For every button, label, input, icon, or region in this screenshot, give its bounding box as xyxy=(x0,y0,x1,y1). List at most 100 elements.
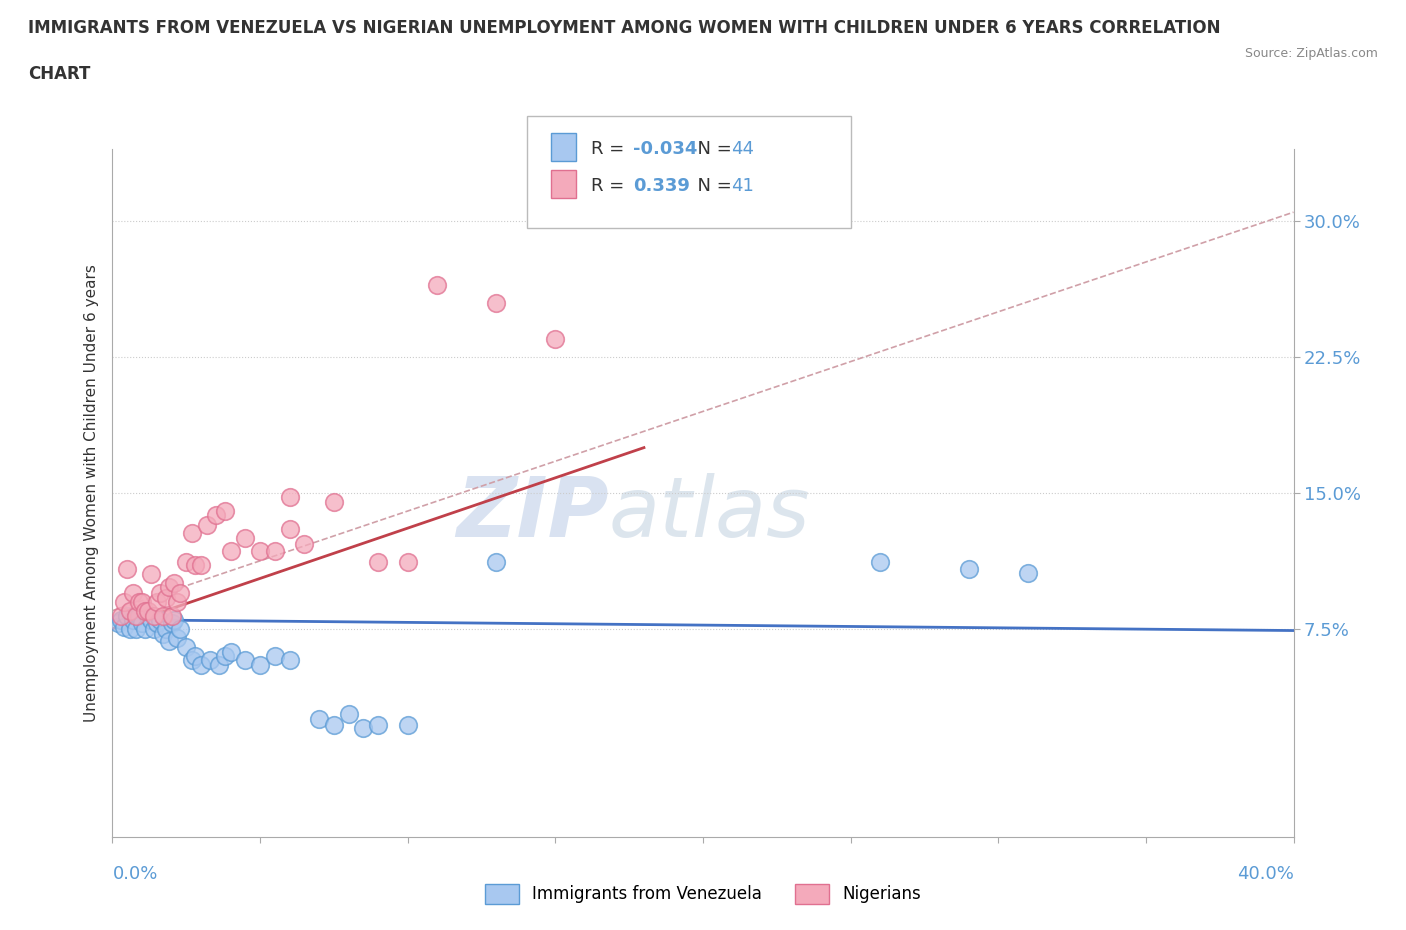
Point xyxy=(131,594,153,609)
Point xyxy=(166,594,188,609)
Point xyxy=(149,585,172,600)
Point xyxy=(337,707,360,722)
Point xyxy=(195,518,218,533)
Point xyxy=(163,612,186,627)
Point xyxy=(198,652,221,667)
Point xyxy=(396,554,419,569)
Point xyxy=(214,503,236,518)
Point xyxy=(485,554,508,569)
Point xyxy=(112,594,135,609)
Point xyxy=(142,608,165,623)
Point xyxy=(136,608,159,623)
Point xyxy=(110,608,132,623)
Point xyxy=(1017,565,1039,580)
Point xyxy=(134,604,156,618)
Text: 0.339: 0.339 xyxy=(633,177,689,194)
Point xyxy=(352,721,374,736)
Point xyxy=(544,331,567,346)
Point xyxy=(190,558,212,573)
Point xyxy=(174,554,197,569)
Point xyxy=(155,591,177,605)
Point xyxy=(233,531,256,546)
Point xyxy=(131,616,153,631)
Point xyxy=(117,608,138,623)
Point xyxy=(485,296,508,311)
Text: CHART: CHART xyxy=(28,65,90,83)
Point xyxy=(292,537,315,551)
Point xyxy=(139,612,162,627)
Point xyxy=(125,608,148,623)
Point xyxy=(957,562,980,577)
Point xyxy=(107,616,129,631)
Point xyxy=(181,525,204,540)
Point xyxy=(146,594,169,609)
Text: ZIP: ZIP xyxy=(456,473,609,554)
Legend: Immigrants from Venezuela, Nigerians: Immigrants from Venezuela, Nigerians xyxy=(477,875,929,912)
Point xyxy=(160,616,183,631)
Point xyxy=(120,621,142,636)
Point xyxy=(112,619,135,634)
Point xyxy=(160,608,183,623)
Point xyxy=(139,567,162,582)
Point xyxy=(155,621,177,636)
Text: 0.0%: 0.0% xyxy=(112,865,157,883)
Text: 41: 41 xyxy=(731,177,754,194)
Point xyxy=(169,585,191,600)
Text: 40.0%: 40.0% xyxy=(1237,865,1294,883)
Text: R =: R = xyxy=(591,140,630,157)
Point xyxy=(323,717,346,732)
Point xyxy=(146,616,169,631)
Point xyxy=(128,594,150,609)
Point xyxy=(278,652,301,667)
Point xyxy=(208,658,231,672)
Y-axis label: Unemployment Among Women with Children Under 6 years: Unemployment Among Women with Children U… xyxy=(84,264,100,722)
Point xyxy=(205,507,228,522)
Point xyxy=(278,489,301,504)
Text: R =: R = xyxy=(591,177,630,194)
Point xyxy=(166,631,188,645)
Point xyxy=(163,576,186,591)
Point xyxy=(278,522,301,537)
Point xyxy=(367,554,389,569)
Point xyxy=(157,634,180,649)
Text: -0.034: -0.034 xyxy=(633,140,697,157)
Point xyxy=(264,648,287,663)
Point xyxy=(157,579,180,594)
Point xyxy=(233,652,256,667)
Point xyxy=(174,640,197,655)
Point xyxy=(323,495,346,510)
Point xyxy=(128,608,150,623)
Point xyxy=(184,558,207,573)
Point xyxy=(134,621,156,636)
Point xyxy=(190,658,212,672)
Point xyxy=(169,621,191,636)
Point xyxy=(110,612,132,627)
Point xyxy=(367,717,389,732)
Point xyxy=(149,612,172,627)
Text: 44: 44 xyxy=(731,140,754,157)
Point xyxy=(396,717,419,732)
Point xyxy=(308,711,330,726)
Text: Source: ZipAtlas.com: Source: ZipAtlas.com xyxy=(1244,46,1378,60)
Point xyxy=(426,277,449,292)
Point xyxy=(184,648,207,663)
Point xyxy=(249,543,271,558)
Point xyxy=(214,648,236,663)
Text: N =: N = xyxy=(686,177,738,194)
Point xyxy=(125,621,148,636)
Point xyxy=(181,652,204,667)
Point xyxy=(122,612,145,627)
Point xyxy=(219,543,242,558)
Point xyxy=(869,554,891,569)
Point xyxy=(152,608,174,623)
Point xyxy=(120,604,142,618)
Point xyxy=(142,621,165,636)
Point xyxy=(219,644,242,659)
Point xyxy=(264,543,287,558)
Point xyxy=(136,604,159,618)
Point xyxy=(117,562,138,577)
Text: N =: N = xyxy=(686,140,738,157)
Text: atlas: atlas xyxy=(609,473,810,554)
Point xyxy=(249,658,271,672)
Text: IMMIGRANTS FROM VENEZUELA VS NIGERIAN UNEMPLOYMENT AMONG WOMEN WITH CHILDREN UND: IMMIGRANTS FROM VENEZUELA VS NIGERIAN UN… xyxy=(28,19,1220,36)
